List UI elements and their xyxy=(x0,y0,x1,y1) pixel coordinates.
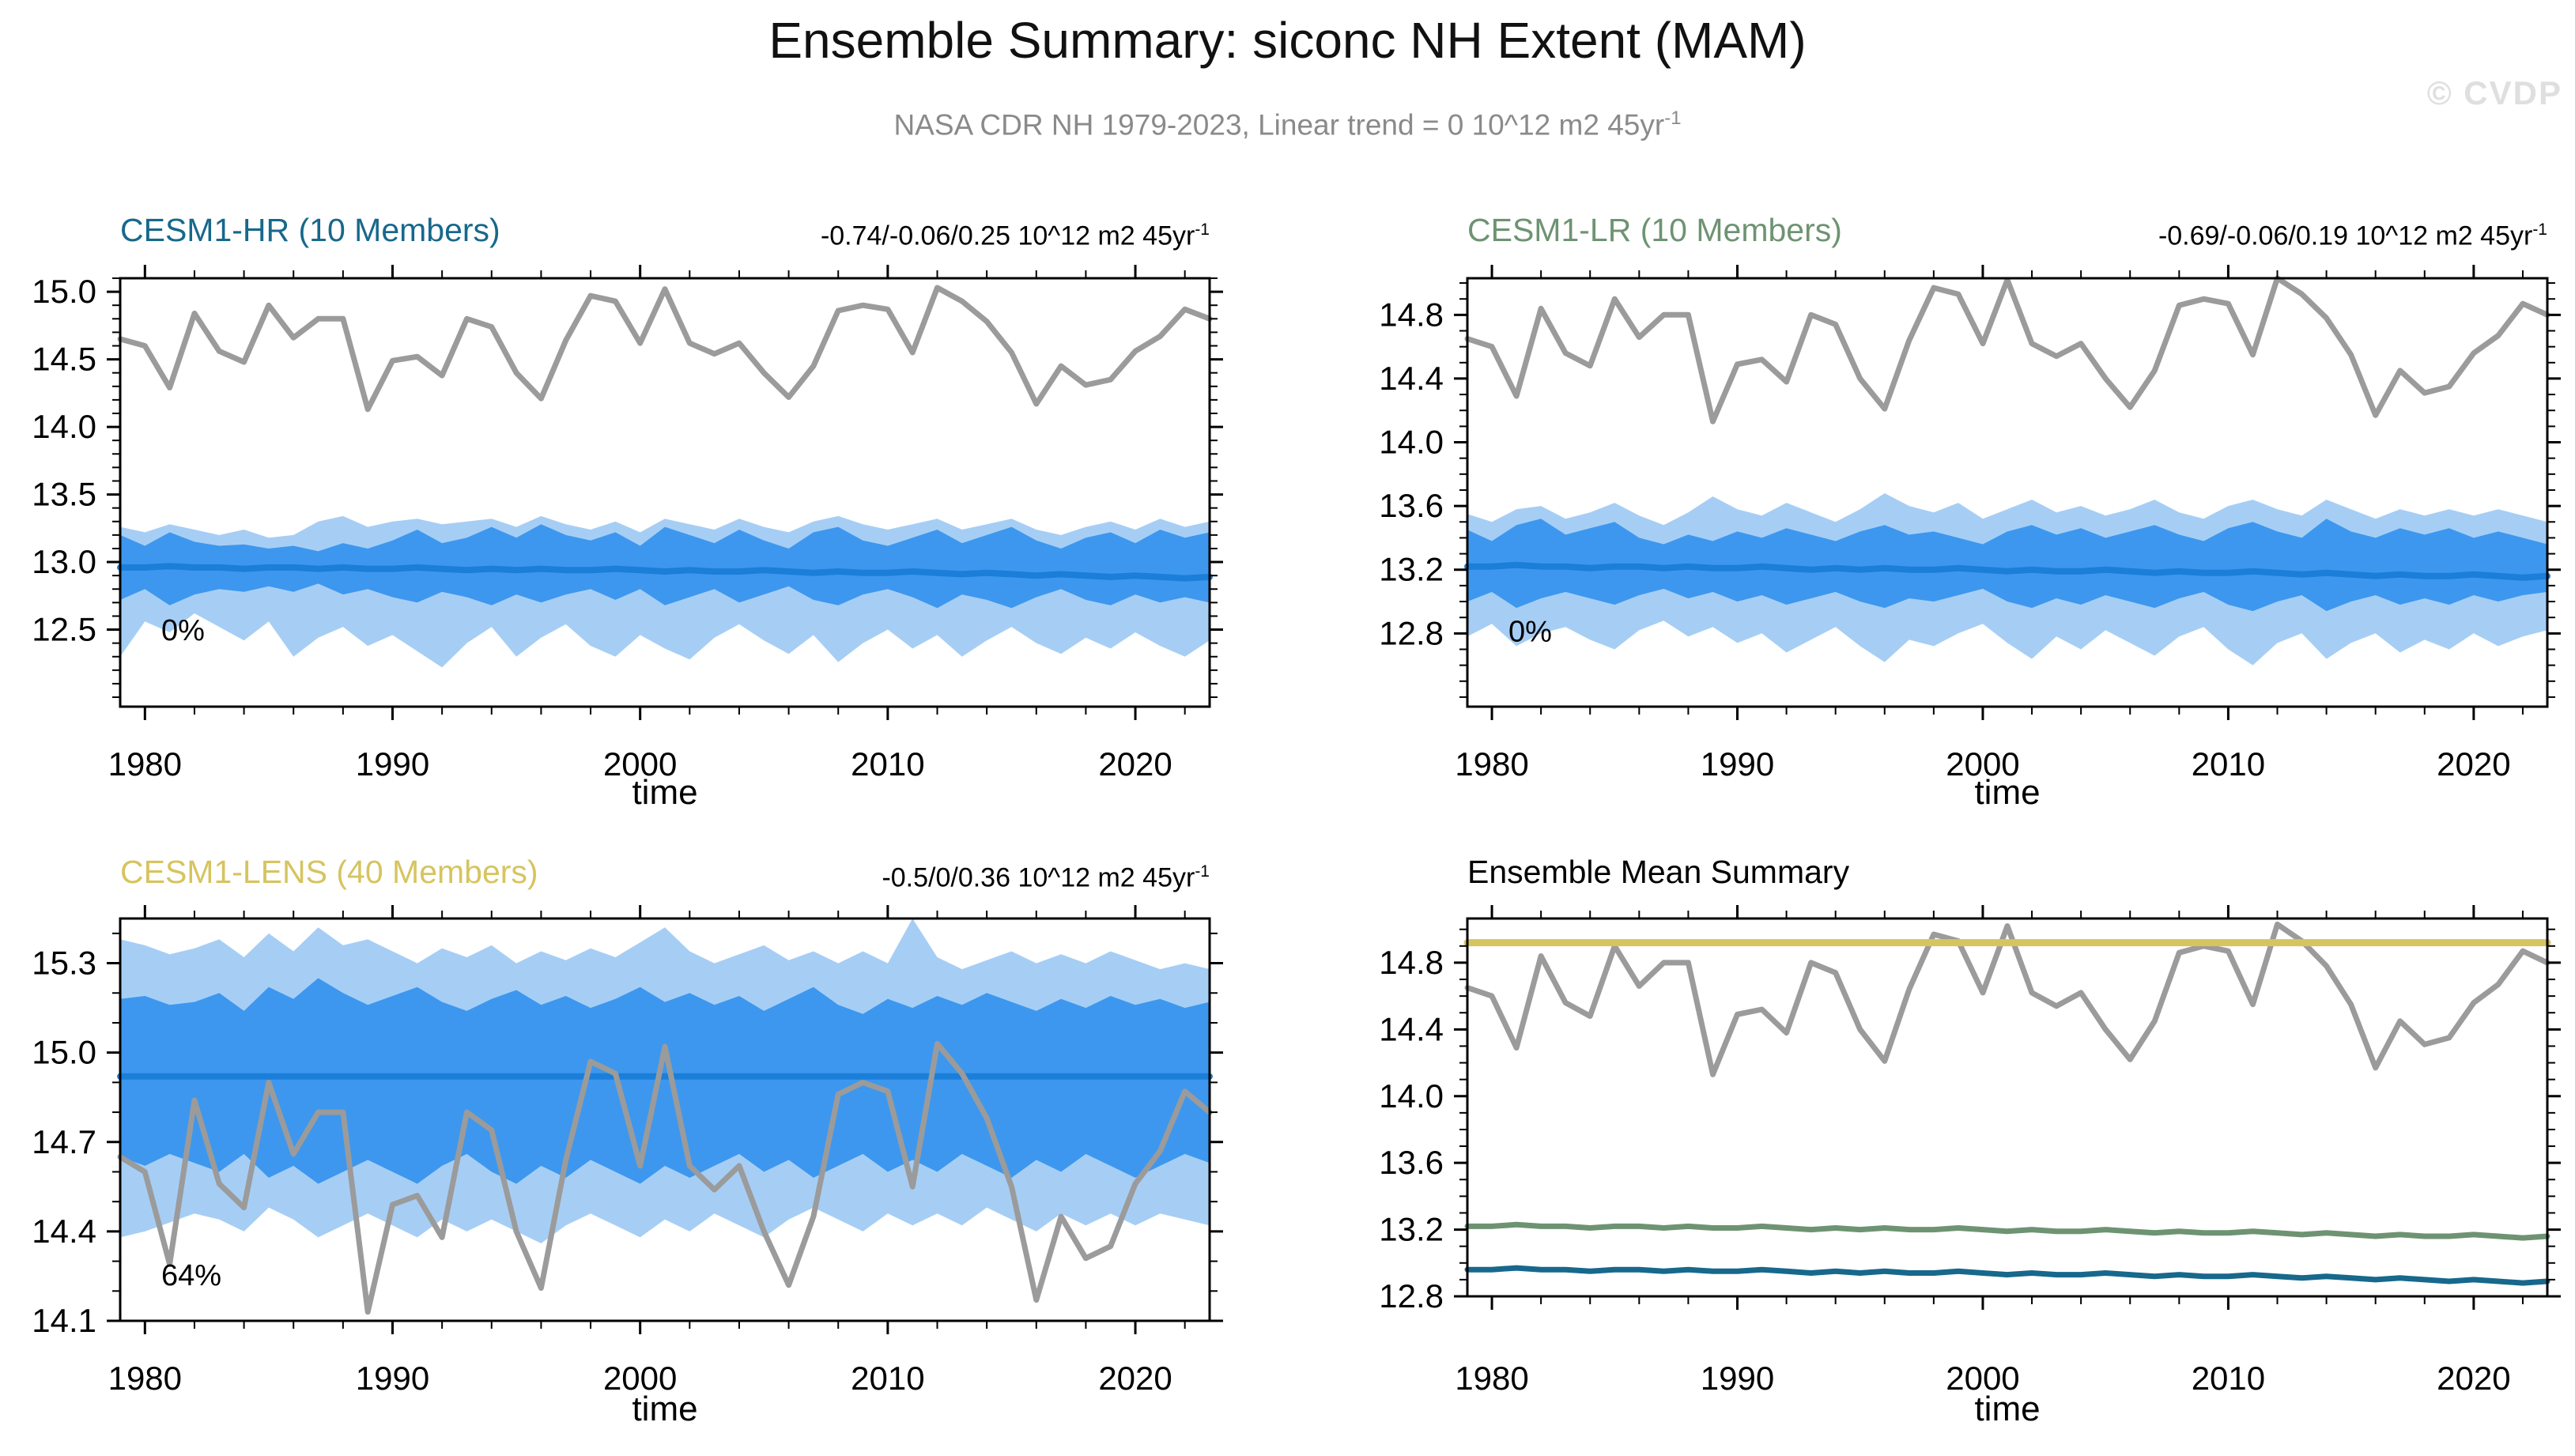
x-tick-label: 1980 xyxy=(108,1360,182,1397)
hr-percent-annotation: 0% xyxy=(161,614,205,647)
summary-obs-line xyxy=(1464,921,2550,1077)
y-tick-label: 12.5 xyxy=(32,611,96,648)
trend-label-cesm1-hr: -0.74/-0.06/0.25 10^12 m2 45yr-1 xyxy=(656,221,1210,251)
x-axis-label: time xyxy=(632,773,698,812)
summary-plot-frame xyxy=(1466,917,2549,1298)
y-tick-label: 12.8 xyxy=(1379,1277,1444,1315)
y-tick-label: 13.0 xyxy=(32,543,96,580)
y-tick-label: 13.2 xyxy=(1379,1211,1444,1248)
x-tick-label: 2020 xyxy=(1098,745,1172,783)
x-tick-label: 2020 xyxy=(2437,745,2510,783)
subtitle-superscript: -1 xyxy=(1664,108,1682,129)
y-tick-label: 15.0 xyxy=(32,273,96,310)
x-tick-label: 1990 xyxy=(1701,745,1774,783)
trend-superscript: -1 xyxy=(1195,221,1210,239)
lens-percent-annotation: 64% xyxy=(161,1259,221,1292)
trend-superscript: -1 xyxy=(2532,221,2547,239)
x-axis-label: time xyxy=(1974,1390,2041,1428)
y-tick-label: 15.0 xyxy=(32,1034,96,1071)
y-tick-label: 14.8 xyxy=(1379,296,1444,333)
lens-plot-frame xyxy=(119,917,1211,1322)
y-tick-label: 14.4 xyxy=(1379,1010,1444,1047)
y-tick-label: 13.5 xyxy=(32,476,96,513)
cvdp-watermark: © CVDP xyxy=(2426,74,2562,111)
page-title: Ensemble Summary: siconc NH Extent (MAM) xyxy=(768,12,1807,69)
lens-ensemble-spread-band xyxy=(120,978,1210,1184)
hr-plot-frame xyxy=(119,277,1211,708)
y-tick-label: 13.6 xyxy=(1379,1144,1444,1181)
lens-observation-line xyxy=(117,1040,1213,1315)
page-subtitle: NASA CDR NH 1979-2023, Linear trend = 0 … xyxy=(0,108,2575,141)
y-tick-label: 14.0 xyxy=(1379,424,1444,461)
y-tick-label: 14.4 xyxy=(32,1213,96,1250)
page-subtitle-text: NASA CDR NH 1979-2023, Linear trend = 0 … xyxy=(893,108,1665,141)
y-tick-label: 14.5 xyxy=(32,341,96,378)
y-tick-label: 13.6 xyxy=(1379,487,1444,524)
lr-plot-frame xyxy=(1466,277,2549,708)
trend-text: -0.69/-0.06/0.19 10^12 m2 45yr xyxy=(2158,221,2533,251)
x-tick-label: 2000 xyxy=(1946,745,2019,783)
x-tick-label: 1980 xyxy=(108,745,182,783)
trend-text: -0.5/0/0.36 10^12 m2 45yr xyxy=(882,862,1195,893)
x-tick-label: 2000 xyxy=(603,745,677,783)
trend-superscript: -1 xyxy=(1195,862,1210,881)
x-tick-label: 1990 xyxy=(356,1360,429,1397)
x-tick-label: 1990 xyxy=(356,745,429,783)
x-tick-label: 2000 xyxy=(1946,1360,2019,1397)
panel-title-cesm1-lr: CESM1-LR (10 Members) xyxy=(1467,212,1842,248)
hr-observation-line xyxy=(117,285,1213,413)
y-tick-label: 14.7 xyxy=(32,1123,96,1160)
y-tick-label: 14.1 xyxy=(32,1302,96,1339)
hr-ensemble-spread-band xyxy=(120,524,1210,609)
x-axis-label: time xyxy=(632,1390,698,1428)
x-tick-label: 2010 xyxy=(851,745,924,783)
panel-title-cesm1-lens: CESM1-LENS (40 Members) xyxy=(120,854,538,890)
lr-observation-line xyxy=(1464,275,2550,424)
hr-ensemble-mean-line xyxy=(117,563,1213,582)
y-tick-label: 15.3 xyxy=(32,945,96,982)
x-tick-label: 2010 xyxy=(2192,1360,2265,1397)
y-tick-label: 13.2 xyxy=(1379,551,1444,588)
lr-percent-annotation: 0% xyxy=(1508,615,1552,648)
lr-ensemble-spread-band xyxy=(1467,519,2547,612)
y-tick-label: 14.4 xyxy=(1379,360,1444,397)
y-tick-label: 12.8 xyxy=(1379,614,1444,651)
y-tick-label: 14.0 xyxy=(32,408,96,445)
trend-label-cesm1-lr: -0.69/-0.06/0.19 10^12 m2 45yr-1 xyxy=(1994,221,2547,251)
x-tick-label: 2010 xyxy=(2192,745,2265,783)
y-tick-label: 14.0 xyxy=(1379,1077,1444,1115)
x-tick-label: 2020 xyxy=(1098,1360,1172,1397)
panel-title-ensemble-mean-summary: Ensemble Mean Summary xyxy=(1467,854,1850,890)
x-tick-label: 1980 xyxy=(1455,1360,1528,1397)
panel-title-cesm1-hr: CESM1-HR (10 Members) xyxy=(120,212,500,248)
trend-text: -0.74/-0.06/0.25 10^12 m2 45yr xyxy=(820,221,1195,251)
y-tick-label: 14.8 xyxy=(1379,944,1444,981)
x-tick-label: 2000 xyxy=(603,1360,677,1397)
lr-ensemble-mean-line xyxy=(1464,561,2550,581)
x-axis-label: time xyxy=(1974,773,2041,812)
summary-lr-line xyxy=(1464,1221,2550,1241)
x-tick-label: 1980 xyxy=(1455,745,1528,783)
x-tick-label: 2010 xyxy=(851,1360,924,1397)
x-tick-label: 2020 xyxy=(2437,1360,2510,1397)
summary-hr-line xyxy=(1464,1265,2550,1286)
x-tick-label: 1990 xyxy=(1701,1360,1774,1397)
trend-label-cesm1-lens: -0.5/0/0.36 10^12 m2 45yr-1 xyxy=(656,862,1210,893)
